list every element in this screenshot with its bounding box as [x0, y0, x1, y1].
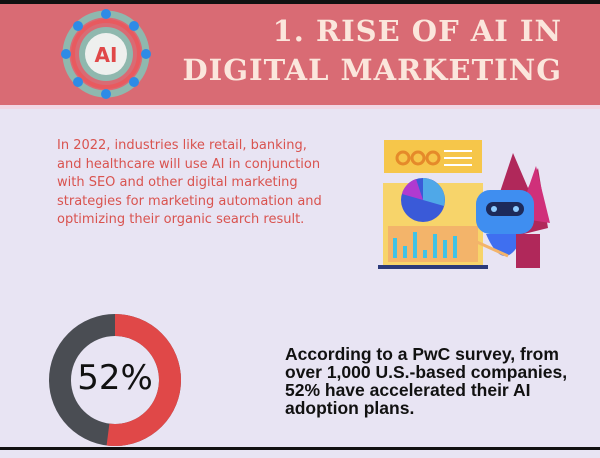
logo-text: AI — [95, 43, 118, 67]
robot-analytics-illustration — [378, 140, 550, 269]
title-line-2: DIGITAL MARKETING — [182, 53, 562, 87]
percent-label: 52% — [77, 358, 153, 398]
header-divider — [0, 105, 600, 109]
page-title: 1. RISE OF AI IN DIGITAL MARKETING — [183, 12, 562, 90]
bottom-border — [0, 447, 600, 450]
intro-paragraph: In 2022, industries like retail, banking… — [57, 138, 322, 227]
title-line-1: 1. RISE OF AI IN — [272, 14, 562, 48]
stat-description: According to a PwC survey, from over 1,0… — [285, 344, 568, 418]
donut-fill — [49, 314, 181, 446]
ai-logo-icon: AI — [61, 9, 151, 99]
percentage-donut-chart — [49, 314, 181, 446]
top-border — [0, 0, 600, 4]
